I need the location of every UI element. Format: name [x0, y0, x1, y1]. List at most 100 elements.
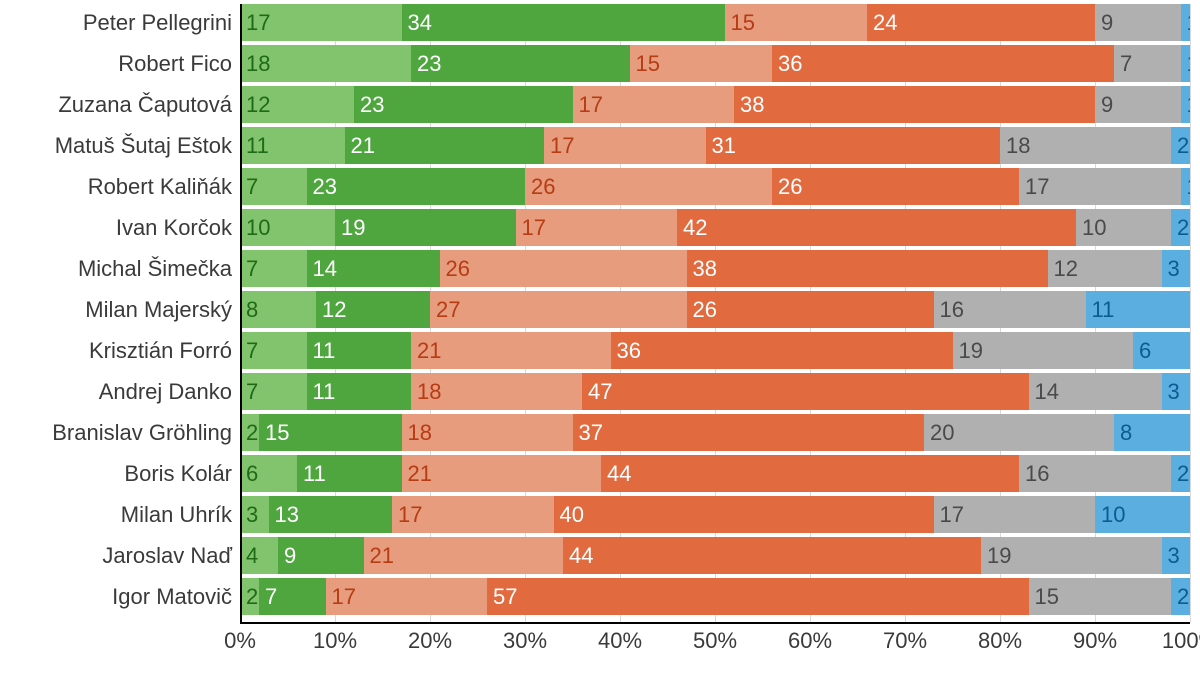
bar-segment: 9 [1095, 4, 1181, 41]
bar-segment: 17 [544, 127, 706, 164]
bar-segment: 7 [259, 578, 326, 615]
bar-segment-value: 38 [740, 92, 764, 118]
bar-segment-value: 7 [246, 338, 258, 364]
bar-row: Jaroslav Naď492144193 [240, 537, 1190, 574]
bar-segment: 1 [1181, 86, 1191, 123]
bar-segment: 9 [278, 537, 364, 574]
bar-segment-value: 12 [322, 297, 346, 323]
bar-segment-value: 11 [1092, 297, 1115, 323]
bar-segment-value: 15 [636, 51, 660, 77]
x-tick-label: 20% [408, 622, 452, 654]
bar-segment-value: 13 [275, 502, 299, 528]
bar-segment-value: 36 [778, 51, 802, 77]
bar-segment: 36 [611, 332, 953, 369]
bar-segment: 1 [1181, 45, 1191, 82]
bar-segment: 12 [240, 86, 354, 123]
bar-segment-value: 8 [246, 297, 258, 323]
bar-segment: 18 [240, 45, 411, 82]
bar-segment-value: 37 [579, 420, 603, 446]
bar-row: Peter Pellegrini1734152491 [240, 4, 1190, 41]
bar-segment: 7 [240, 373, 307, 410]
bar-segment: 11 [1086, 291, 1191, 328]
bar-segment: 7 [240, 168, 307, 205]
gridline [1190, 4, 1191, 622]
bar-segment-value: 19 [959, 338, 983, 364]
bar-row: Zuzana Čaputová1223173891 [240, 86, 1190, 123]
bar-row: Robert Fico1823153671 [240, 45, 1190, 82]
bar-segment: 23 [307, 168, 526, 205]
x-tick-label: 90% [1073, 622, 1117, 654]
bar-segment-value: 1 [1187, 10, 1191, 36]
bar-segment-value: 27 [436, 297, 460, 323]
bar-segment: 17 [1019, 168, 1181, 205]
bar-segment-value: 9 [1101, 10, 1113, 36]
bar-segment-value: 15 [265, 420, 289, 446]
bar-segment-value: 34 [408, 10, 432, 36]
bar-segment-value: 36 [617, 338, 641, 364]
bar-row: Milan Majerský81227261611 [240, 291, 1190, 328]
bar-segment: 17 [240, 4, 402, 41]
bar-segment-value: 7 [265, 584, 277, 610]
bar-segment: 11 [307, 373, 412, 410]
bar-segment: 21 [345, 127, 545, 164]
bar-segment: 7 [240, 332, 307, 369]
bar-segment-value: 44 [607, 461, 631, 487]
bar-segment-value: 57 [493, 584, 517, 610]
bar-segment-value: 44 [569, 543, 593, 569]
bar-segment: 10 [240, 209, 335, 246]
bar-segment-value: 8 [1120, 420, 1132, 446]
bar-segment: 3 [1162, 250, 1191, 287]
bar-segment-value: 11 [246, 133, 269, 159]
bar-segment: 2 [1171, 455, 1190, 492]
bar-segment: 15 [259, 414, 402, 451]
bar-segment: 23 [354, 86, 573, 123]
bar-segment-value: 26 [693, 297, 717, 323]
bar-segment: 27 [430, 291, 687, 328]
category-label: Matuš Šutaj Eštok [55, 127, 240, 164]
bar-segment-value: 10 [246, 215, 270, 241]
bar-segment: 44 [601, 455, 1019, 492]
bar-row: Branislav Gröhling2151837208 [240, 414, 1190, 451]
bar-segment-value: 14 [1035, 379, 1059, 405]
bar-segment-value: 31 [712, 133, 736, 159]
bar-row: Milan Uhrík31317401710 [240, 496, 1190, 533]
bar-segment-value: 15 [731, 10, 755, 36]
bar-segment-value: 18 [246, 51, 270, 77]
bar-segment-value: 17 [550, 133, 574, 159]
category-label: Andrej Danko [99, 373, 240, 410]
bar-segment: 19 [981, 537, 1162, 574]
bar-segment: 15 [1029, 578, 1172, 615]
bar-segment-value: 7 [1120, 51, 1132, 77]
bar-segment: 42 [677, 209, 1076, 246]
bar-segment-value: 2 [246, 584, 258, 610]
x-tick-label: 80% [978, 622, 1022, 654]
bar-segment-value: 26 [531, 174, 555, 200]
category-label: Milan Majerský [85, 291, 240, 328]
bar-segment-value: 2 [1177, 215, 1189, 241]
x-tick-label: 70% [883, 622, 927, 654]
bar-segment: 17 [326, 578, 488, 615]
bar-segment-value: 3 [246, 502, 258, 528]
bar-segment: 16 [934, 291, 1086, 328]
category-label: Igor Matovič [112, 578, 240, 615]
bar-segment-value: 17 [332, 584, 356, 610]
category-label: Michal Šimečka [78, 250, 240, 287]
bar-segment-value: 1 [1187, 51, 1191, 77]
bar-segment: 2 [1171, 209, 1190, 246]
bar-segment-value: 23 [313, 174, 337, 200]
bar-segment: 19 [953, 332, 1134, 369]
bar-segment: 10 [1076, 209, 1171, 246]
bar-segment-value: 18 [1006, 133, 1030, 159]
bar-segment: 3 [240, 496, 269, 533]
bar-segment: 11 [297, 455, 402, 492]
bar-segment: 11 [240, 127, 345, 164]
bar-segment: 7 [1114, 45, 1181, 82]
bar-segment: 13 [269, 496, 393, 533]
bar-segment-value: 24 [873, 10, 897, 36]
bar-segment-value: 47 [588, 379, 612, 405]
bar-segment: 38 [687, 250, 1048, 287]
bar-segment-value: 11 [313, 338, 336, 364]
bar-segment-value: 11 [303, 461, 326, 487]
category-label: Ivan Korčok [116, 209, 240, 246]
bar-segment: 36 [772, 45, 1114, 82]
